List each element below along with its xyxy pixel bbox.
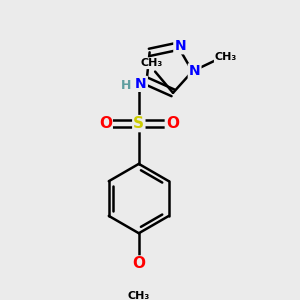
Text: O: O	[99, 116, 112, 131]
Text: CH₃: CH₃	[128, 291, 150, 300]
Text: S: S	[133, 116, 144, 131]
Text: H: H	[121, 79, 132, 92]
Text: CH₃: CH₃	[141, 58, 163, 68]
Text: N: N	[189, 64, 200, 78]
Text: N: N	[174, 39, 186, 53]
Text: O: O	[132, 256, 145, 272]
Text: N: N	[135, 77, 147, 91]
Text: O: O	[166, 116, 179, 131]
Text: CH₃: CH₃	[215, 52, 237, 62]
